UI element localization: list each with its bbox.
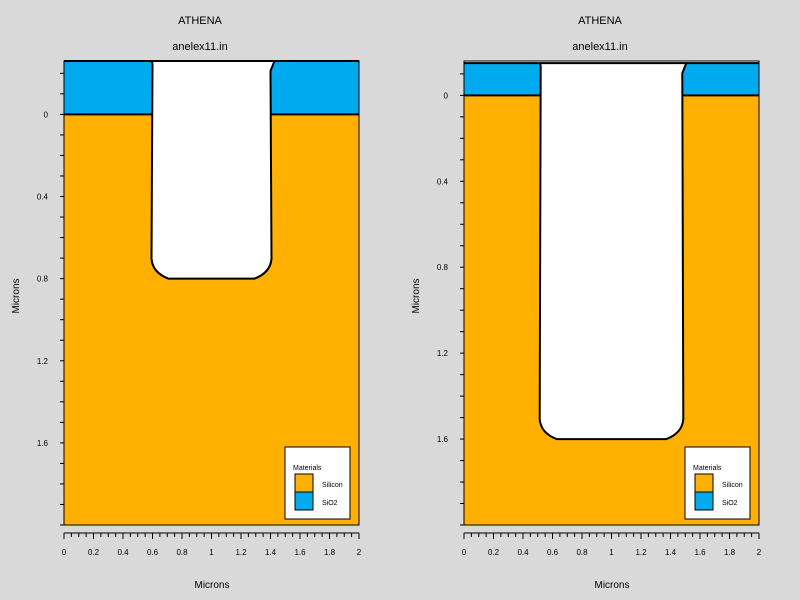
trench-void bbox=[538, 62, 688, 441]
x-tick-label: 1 bbox=[609, 548, 614, 557]
y-axis: 0 0.4 0.8 1.2 1.6 bbox=[437, 73, 464, 526]
x-tick-label: 2 bbox=[357, 548, 362, 557]
silicon-oxide-interface bbox=[64, 60, 359, 116]
plot-subtitle: anelex11.in bbox=[572, 41, 627, 53]
plot-title: ATHENA bbox=[178, 15, 222, 27]
x-axis-label: Microns bbox=[194, 580, 229, 591]
legend-swatch-sio2 bbox=[294, 491, 314, 511]
y-tick-label: 0.4 bbox=[437, 177, 449, 186]
y-tick-label: 1.2 bbox=[37, 357, 49, 366]
structure-plot-1-svg: ATHENA anelex11.in 0 0.4 0.8 1.2 1.6 0 0.2 0.4… bbox=[11, 15, 362, 591]
x-tick-label: 0.2 bbox=[88, 548, 100, 557]
y-tick-label: 0 bbox=[44, 110, 49, 119]
legend-title: Materials bbox=[693, 465, 722, 472]
legend: Materials Silicon SiO2 bbox=[284, 446, 351, 520]
legend-swatch-silicon bbox=[294, 473, 314, 493]
y-axis-label: Microns bbox=[411, 278, 422, 313]
plot-subtitle: anelex11.in bbox=[172, 41, 227, 53]
y-tick-label: 0.4 bbox=[37, 193, 49, 202]
x-tick-label: 1.6 bbox=[294, 548, 306, 557]
structure-plot-1: ATHENA anelex11.in 0 0.4 0.8 1.2 1.6 0 0.2 0.4… bbox=[11, 15, 362, 591]
x-tick-label: 0.2 bbox=[488, 548, 500, 557]
oxide-region-right bbox=[270, 61, 359, 115]
plot-frame bbox=[463, 60, 760, 526]
x-tick-label: 1.4 bbox=[665, 548, 677, 557]
structure-plot-2: ATHENA anelex11.in 0 0.4 0.8 1.2 1.6 0 0.2 0.4… bbox=[400, 0, 800, 600]
legend-label-sio2: SiO2 bbox=[722, 500, 738, 507]
x-tick-label: 0.8 bbox=[176, 548, 188, 557]
oxide-region-left bbox=[64, 61, 153, 115]
x-tick-label: 0.6 bbox=[547, 548, 559, 557]
x-tick-label: 0 bbox=[62, 548, 67, 557]
legend-label-silicon: Silicon bbox=[722, 482, 743, 489]
oxide-region-right bbox=[682, 63, 759, 96]
x-tick-label: 1.6 bbox=[694, 548, 706, 557]
x-axis: 0 0.2 0.4 0.6 0.8 1 1.2 1.4 1.6 1.8 2 bbox=[62, 532, 362, 557]
x-tick-label: 0.4 bbox=[117, 548, 129, 557]
plot-area bbox=[63, 60, 360, 526]
y-axis-label: Microns bbox=[11, 278, 22, 313]
x-tick-label: 0.8 bbox=[576, 548, 588, 557]
y-tick-label: 1.2 bbox=[437, 349, 449, 358]
plot-area bbox=[463, 60, 760, 526]
x-tick-label: 0 bbox=[462, 548, 467, 557]
y-tick-label: 0.8 bbox=[37, 275, 49, 284]
silicon-region bbox=[64, 114, 359, 526]
silicon-oxide-interface bbox=[464, 62, 759, 97]
x-tick-label: 0.4 bbox=[517, 548, 529, 557]
legend-title: Materials bbox=[293, 465, 322, 472]
legend-label-sio2: SiO2 bbox=[322, 500, 338, 507]
y-tick-label: 1.6 bbox=[437, 435, 449, 444]
structure-plot-2-svg: ATHENA anelex11.in 0 0.4 0.8 1.2 1.6 0 0.2 0.4… bbox=[411, 15, 762, 591]
x-tick-label: 2 bbox=[757, 548, 762, 557]
y-tick-label: 0.8 bbox=[437, 263, 449, 272]
x-axis-label: Microns bbox=[594, 580, 629, 591]
x-axis: 0 0.2 0.4 0.6 0.8 1 1.2 1.4 1.6 1.8 2 bbox=[462, 532, 762, 557]
x-tick-label: 1.2 bbox=[635, 548, 647, 557]
legend-swatch-sio2 bbox=[694, 491, 714, 511]
trench-void bbox=[150, 60, 276, 280]
plot-frame bbox=[63, 60, 360, 526]
legend-label-silicon: Silicon bbox=[322, 482, 343, 489]
x-tick-label: 0.6 bbox=[147, 548, 159, 557]
plot-title: ATHENA bbox=[578, 15, 622, 27]
legend: Materials Silicon SiO2 bbox=[684, 446, 751, 520]
x-tick-label: 1.8 bbox=[724, 548, 736, 557]
x-tick-label: 1.8 bbox=[324, 548, 336, 557]
y-tick-label: 0 bbox=[444, 91, 449, 100]
y-axis: 0 0.4 0.8 1.2 1.6 bbox=[37, 72, 64, 526]
legend-swatch-silicon bbox=[694, 473, 714, 493]
y-tick-label: 1.6 bbox=[37, 439, 49, 448]
x-tick-label: 1.4 bbox=[265, 548, 277, 557]
x-tick-label: 1 bbox=[209, 548, 214, 557]
x-tick-label: 1.2 bbox=[235, 548, 247, 557]
oxide-region-left bbox=[464, 63, 541, 96]
